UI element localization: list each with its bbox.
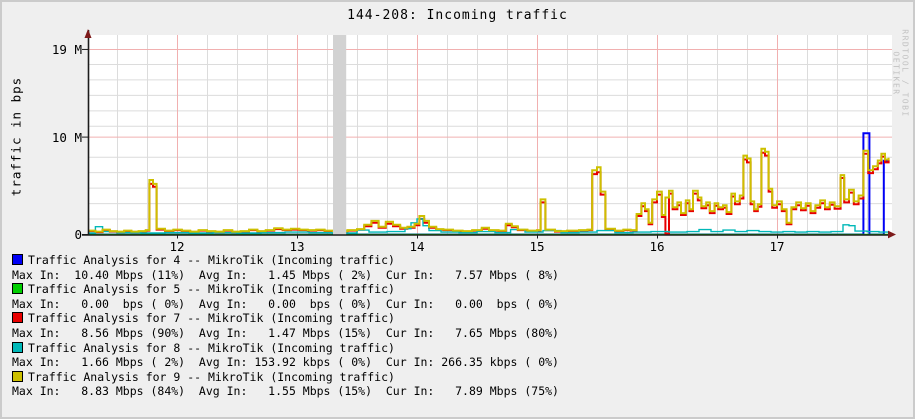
y-axis-label: traffic in bps (8, 76, 24, 197)
y-tick-10m: 10 M (51, 130, 82, 145)
series-5-color-swatch (12, 283, 23, 295)
x-tick-16: 16 (649, 239, 665, 254)
x-tick-13: 13 (289, 239, 305, 254)
legend-item-9: Traffic Analysis for 9 -- MikroTik (Inco… (12, 370, 559, 399)
y-tick-0: 0 (74, 227, 82, 242)
x-tick-12: 12 (169, 239, 185, 254)
series-4-stats: Max In: 10.40 Mbps (11%) Avg In: 1.45 Mb… (12, 267, 559, 282)
x-tick-15: 15 (529, 239, 545, 254)
series-8-name: Traffic Analysis for 8 -- MikroTik (Inco… (28, 340, 395, 355)
series-8-stats: Max In: 1.66 Mbps ( 2%) Avg In: 153.92 k… (12, 355, 559, 370)
series-5-name: Traffic Analysis for 5 -- MikroTik (Inco… (28, 282, 395, 297)
series-9-stats: Max In: 8.83 Mbps (84%) Avg In: 1.55 Mbp… (12, 384, 559, 399)
series-4-color-swatch (12, 254, 23, 265)
series-8-color-swatch (12, 341, 23, 353)
legend-item-8: Traffic Analysis for 8 -- MikroTik (Inco… (12, 341, 559, 370)
x-tick-17: 17 (769, 239, 785, 254)
series-7-color-swatch (12, 312, 23, 324)
x-tick-14: 14 (409, 239, 425, 254)
rrdtool-watermark: RRDTOOL / TOBI OETIKER (891, 29, 910, 118)
legend-item-4: Traffic Analysis for 4 -- MikroTik (Inco… (12, 253, 559, 282)
series-4-name: Traffic Analysis for 4 -- MikroTik (Inco… (28, 253, 395, 267)
series-7-stats: Max In: 8.56 Mbps (90%) Avg In: 1.47 Mbp… (12, 325, 559, 340)
series-9-name: Traffic Analysis for 9 -- MikroTik (Inco… (28, 369, 395, 384)
series-5-stats: Max In: 0.00 bps ( 0%) Avg In: 0.00 bps … (12, 296, 559, 311)
series-7-name: Traffic Analysis for 7 -- MikroTik (Inco… (28, 311, 395, 326)
page-title: 144-208: Incoming traffic (347, 8, 568, 23)
legend-item-7: Traffic Analysis for 7 -- MikroTik (Inco… (12, 311, 559, 340)
legend-item-5: Traffic Analysis for 5 -- MikroTik (Inco… (12, 282, 559, 311)
legend: Traffic Analysis for 4 -- MikroTik (Inco… (12, 253, 559, 399)
series-9-color-swatch (12, 370, 23, 382)
y-tick-19m: 19 M (51, 42, 82, 57)
